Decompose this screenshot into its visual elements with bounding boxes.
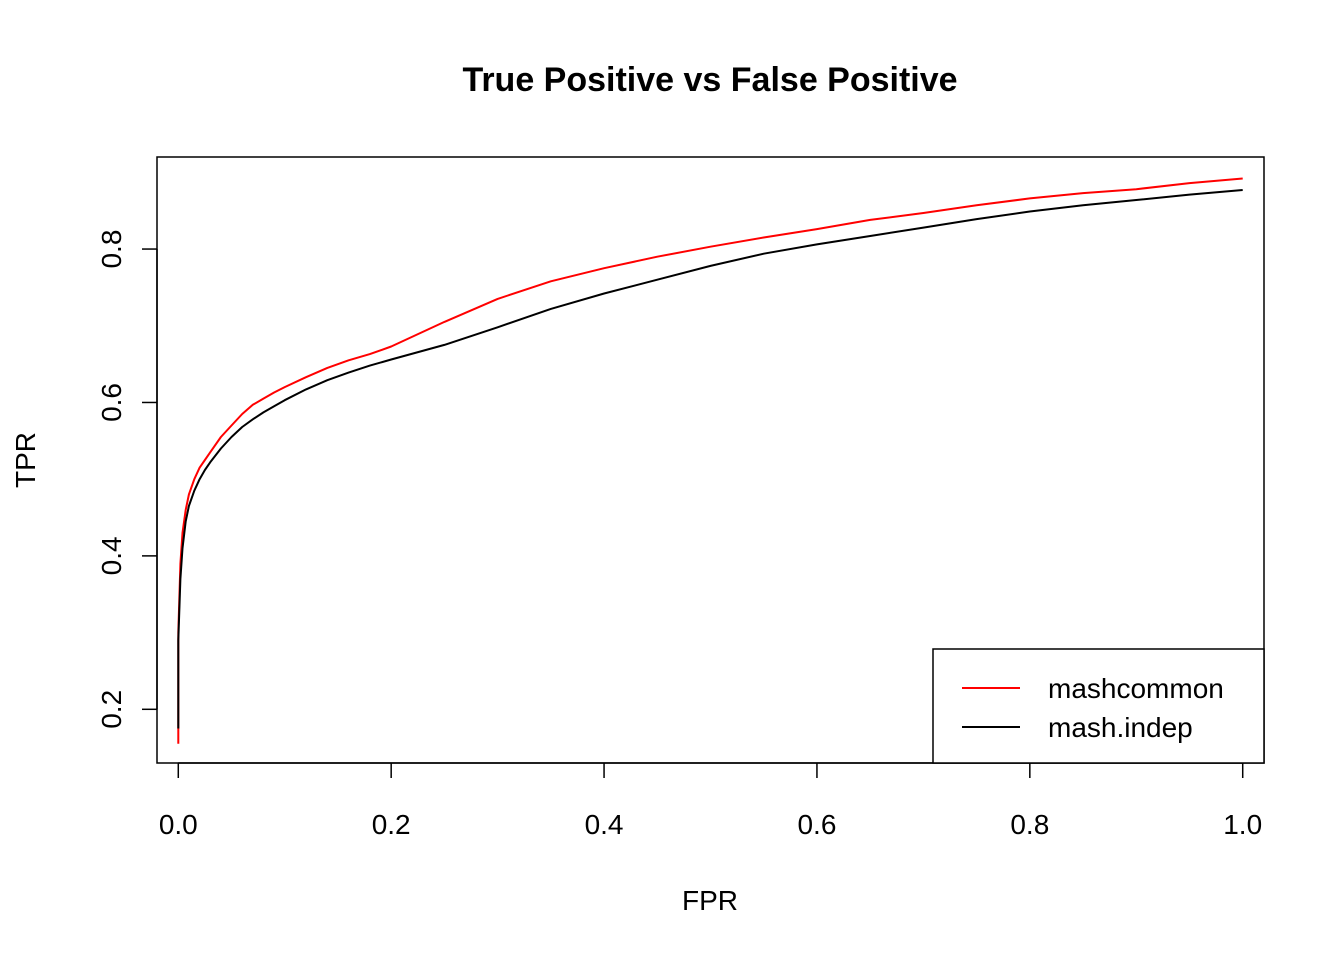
series-layer bbox=[177, 177, 1243, 744]
x-tick-label: 1.0 bbox=[1223, 809, 1262, 840]
y-tick-label: 0.8 bbox=[96, 230, 127, 269]
x-tick-label: 0.0 bbox=[159, 809, 198, 840]
x-tick-label: 0.4 bbox=[585, 809, 624, 840]
x-axis-label: FPR bbox=[682, 885, 738, 916]
y-axis: 0.2 0.4 0.6 0.8 bbox=[96, 230, 158, 729]
x-axis: 0.0 0.2 0.4 0.6 0.8 1.0 bbox=[159, 762, 1262, 840]
legend-box bbox=[932, 648, 1265, 764]
series-line-mashcommon bbox=[177, 177, 1243, 744]
x-tick-label: 0.6 bbox=[797, 809, 836, 840]
x-tick-label: 0.2 bbox=[372, 809, 411, 840]
legend-label-mash-indep: mash.indep bbox=[1048, 712, 1193, 743]
legend: mashcommon mash.indep bbox=[932, 648, 1265, 764]
y-tick-label: 0.2 bbox=[96, 690, 127, 729]
y-axis-label: TPR bbox=[10, 432, 41, 488]
y-tick-label: 0.6 bbox=[96, 383, 127, 422]
series-line-mash-indep bbox=[177, 189, 1243, 729]
chart-title: True Positive vs False Positive bbox=[462, 61, 957, 99]
x-tick-label: 0.8 bbox=[1010, 809, 1049, 840]
legend-label-mashcommon: mashcommon bbox=[1048, 673, 1224, 704]
y-tick-label: 0.4 bbox=[96, 536, 127, 575]
